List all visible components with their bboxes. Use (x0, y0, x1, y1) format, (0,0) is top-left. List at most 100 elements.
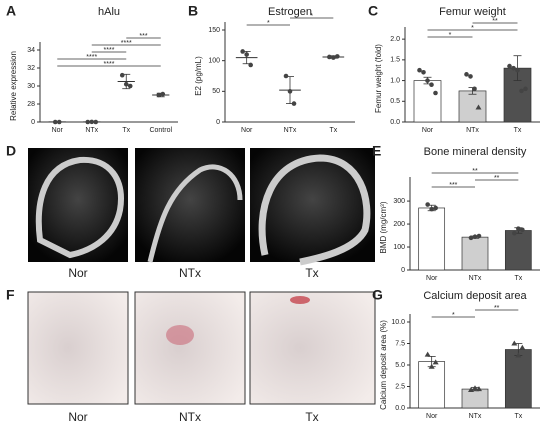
image-nor-histo (27, 291, 129, 405)
point (468, 386, 474, 392)
point (468, 74, 473, 79)
x-tick-label: NTx (466, 127, 479, 134)
point (523, 86, 528, 92)
bar (413, 80, 442, 123)
histology-images (27, 291, 376, 405)
image-caption: Tx (305, 266, 318, 280)
significance-label: *** (139, 33, 147, 40)
point (429, 206, 434, 212)
point (519, 88, 524, 94)
panel-label: F (6, 287, 15, 303)
point (515, 352, 522, 358)
point (240, 49, 245, 54)
x-tick-label: Nor (52, 127, 64, 134)
y-tick-label: 34 (27, 47, 35, 54)
point (291, 101, 297, 106)
point (472, 86, 477, 92)
point (421, 69, 426, 75)
point (475, 104, 482, 110)
x-tick-label: Tx (329, 127, 337, 134)
x-tick-label: Nor (241, 127, 253, 134)
y-tick-label: 0.0 (390, 119, 400, 126)
point (424, 351, 431, 357)
image-caption: NTx (179, 410, 201, 424)
point (476, 233, 482, 239)
panel-label: D (6, 143, 16, 159)
significance-label: **** (104, 47, 115, 54)
significance-label: * (449, 32, 452, 39)
y-tick-label: 50 (212, 88, 220, 95)
y-tick-label: 0 (401, 267, 405, 274)
image-ntx-histo (134, 291, 246, 405)
point (428, 363, 435, 369)
x-tick-label: NTx (85, 127, 98, 134)
significance-label: **** (121, 40, 132, 47)
x-tick-label: NTx (469, 275, 482, 282)
point (511, 340, 518, 346)
stain (166, 325, 194, 345)
point (472, 385, 478, 391)
bar (504, 230, 532, 271)
point (417, 67, 422, 73)
point (520, 227, 525, 233)
x-tick-label: NTx (469, 413, 482, 420)
point (123, 81, 129, 87)
x-tick-label: Nor (422, 127, 434, 134)
y-tick-label: 5.0 (395, 362, 405, 369)
point (287, 89, 293, 94)
point (244, 52, 249, 57)
bone-shape (258, 154, 371, 266)
image-caption: Tx (305, 410, 318, 424)
point (331, 55, 336, 60)
chart-title: Bone mineral density (424, 146, 527, 158)
x-tick-label: Tx (514, 413, 522, 420)
y-tick-label: 2.0 (390, 36, 400, 43)
y-tick-label: 0 (31, 119, 35, 126)
panel-label: A (6, 3, 16, 19)
point (512, 230, 517, 236)
point (433, 205, 438, 211)
y-tick-label: 30 (27, 83, 35, 90)
y-tick-label: 1.5 (390, 57, 400, 64)
point (56, 119, 62, 125)
point (433, 90, 438, 96)
point (335, 54, 340, 59)
significance-label: ** (472, 168, 478, 175)
significance-label: ** (494, 305, 500, 312)
point (283, 73, 289, 79)
x-tick-label: Tx (514, 275, 522, 282)
point (85, 119, 91, 125)
significance-label: **** (86, 54, 97, 61)
point (515, 67, 520, 73)
y-tick-label: 2.5 (395, 383, 405, 390)
point (127, 83, 133, 89)
chart-title: hAlu (98, 6, 120, 18)
y-tick-label: 1.0 (390, 77, 400, 84)
point (156, 92, 162, 98)
bar (458, 90, 487, 123)
x-tick-label: Tx (514, 127, 522, 134)
point (327, 54, 332, 60)
image-caption: Nor (68, 410, 87, 424)
y-tick-label: 7.5 (395, 340, 405, 347)
point (432, 359, 439, 365)
point (52, 119, 58, 125)
point (160, 91, 166, 97)
significance-label: * (471, 25, 474, 32)
bar (418, 361, 446, 409)
point (516, 226, 521, 231)
bar (418, 207, 446, 271)
x-tick-label: Nor (426, 413, 438, 420)
point (425, 202, 430, 207)
y-tick-label: 100 (208, 58, 220, 65)
point (429, 82, 434, 88)
image-caption: NTx (179, 266, 201, 280)
y-tick-label: 200 (393, 221, 405, 228)
x-tick-label: Tx (122, 127, 130, 134)
panel-label: E (372, 143, 381, 159)
point (472, 234, 478, 239)
significance-label: **** (104, 61, 115, 68)
panel-label: C (368, 3, 378, 19)
stain (290, 296, 310, 304)
